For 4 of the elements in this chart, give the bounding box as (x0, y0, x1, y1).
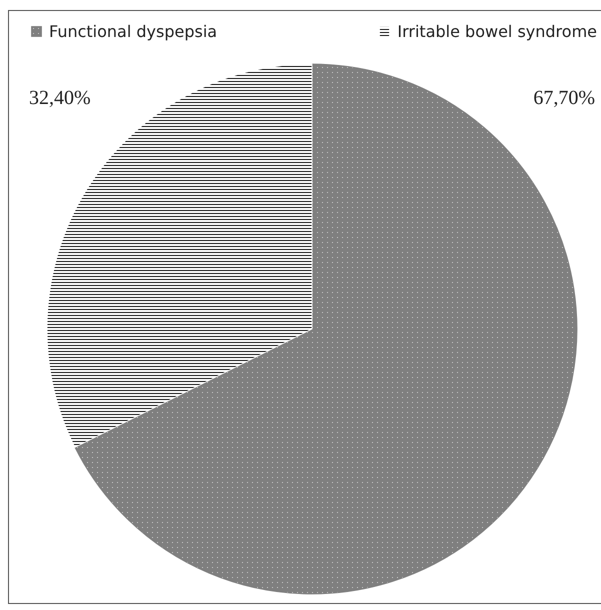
data-label: 67,70% (533, 86, 595, 109)
data-label: 32,40% (29, 86, 91, 109)
legend-label: Irritable bowel syndrome (397, 22, 597, 40)
legend-label: Functional dyspepsia (49, 22, 218, 40)
